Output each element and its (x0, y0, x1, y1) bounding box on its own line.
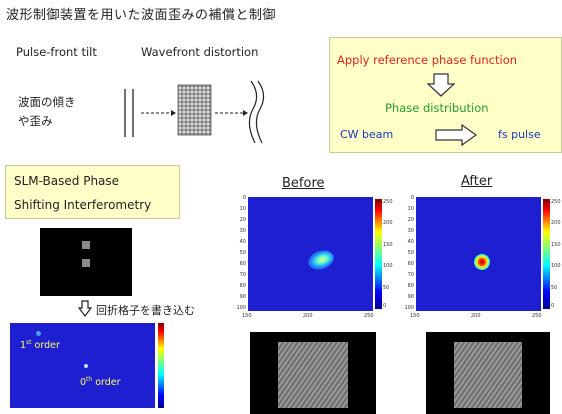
before-grating-image (250, 332, 376, 414)
distorted-wavefront-2 (255, 80, 265, 144)
after-cbar-tick: 150 (551, 242, 561, 248)
wavefront-distortion-label: Wavefront distortion (141, 45, 259, 59)
down-arrow-icon (426, 73, 456, 97)
before-plot: 0 10 20 30 40 50 60 70 80 90 100 150 200… (230, 195, 392, 325)
grating-down-arrow-icon (78, 300, 92, 317)
after-x-tick: 200 (471, 313, 481, 319)
before-y-tick: 10 (239, 206, 246, 212)
arrow-head-out (243, 110, 248, 116)
before-beam-spot (305, 247, 337, 273)
before-y-tick: 0 (242, 195, 246, 201)
after-y-tick: 90 (407, 294, 414, 300)
after-y-tick: 60 (407, 261, 414, 267)
before-y-ticks: 0 10 20 30 40 50 60 70 80 90 100 (230, 195, 246, 320)
before-cbar-tick: 50 (383, 285, 390, 291)
after-cbar-tick: 200 (551, 220, 561, 226)
after-y-tick: 80 (407, 283, 414, 289)
phase-distribution-text: Phase distribution (385, 101, 489, 115)
after-y-tick: 30 (407, 228, 414, 234)
after-x-ticks: 150 200 250 (410, 313, 542, 321)
after-plot: 0 10 20 30 40 50 60 70 80 90 100 150 200… (398, 195, 562, 325)
after-y-tick: 100 (404, 305, 414, 311)
slm-interferometry-box: SLM-Based Phase Shifting Interferometry (5, 165, 180, 219)
after-cbar-ticks: 250 200 150 100 50 0 (551, 199, 562, 309)
first-order-spot (36, 331, 41, 336)
before-heatmap (248, 197, 373, 311)
grating-note: 回折格子を書き込む (96, 304, 195, 317)
interference-map: 1st order 0th order (10, 323, 155, 408)
interference-colorbar (158, 323, 164, 408)
slm-box-line1: SLM-Based Phase (14, 174, 120, 188)
slm-box-line2: Shifting Interferometry (14, 198, 152, 212)
reference-phase-box: Apply reference phase function Phase dis… (329, 37, 562, 153)
before-cbar-tick: 200 (383, 220, 393, 226)
apply-reference-text: Apply reference phase function (337, 53, 518, 67)
zeroth-order-label: 0th order (80, 376, 121, 389)
after-cbar-tick: 250 (551, 199, 561, 205)
right-arrow-icon (435, 124, 478, 146)
after-heatmap (416, 197, 541, 311)
cw-beam-text: CW beam (340, 128, 394, 141)
after-grating-image (426, 332, 550, 414)
pulse-front-tilt-label: Pulse-front tilt (16, 45, 97, 59)
before-y-tick: 20 (239, 217, 246, 223)
after-colorbar (543, 199, 550, 309)
page-title: 波形制御装置を用いた波面歪みの補償と制御 (6, 8, 277, 23)
distorted-wavefront-1 (248, 80, 258, 144)
after-cbar-tick: 0 (551, 303, 555, 309)
before-y-tick: 60 (239, 261, 246, 267)
before-x-tick: 150 (242, 313, 252, 319)
after-y-tick: 40 (407, 239, 414, 245)
zeroth-order-spot (84, 364, 88, 368)
fs-pulse-text: fs pulse (498, 128, 541, 141)
distortion-medium (177, 84, 212, 136)
first-order-label: 1st order (20, 339, 60, 352)
after-y-tick: 70 (407, 272, 414, 278)
slm-pattern-image (40, 228, 132, 296)
after-x-tick: 250 (532, 313, 542, 319)
after-cbar-tick: 100 (551, 263, 561, 269)
after-heading: After (461, 174, 493, 189)
after-y-tick: 0 (410, 195, 414, 201)
after-y-tick: 10 (407, 206, 414, 212)
before-cbar-tick: 150 (383, 242, 393, 248)
before-cbar-tick: 100 (383, 263, 393, 269)
wavefront-diagram (124, 80, 265, 144)
slm-spot-upper (82, 241, 90, 249)
jp-tilt-label-line1: 波面の傾き (18, 95, 76, 109)
arrow-head-in (171, 110, 176, 116)
after-cbar-tick: 50 (551, 285, 558, 291)
before-y-tick: 90 (239, 294, 246, 300)
before-x-tick: 250 (364, 313, 374, 319)
before-cbar-tick: 250 (383, 199, 393, 205)
before-heading: Before (282, 176, 325, 191)
before-y-tick: 40 (239, 239, 246, 245)
after-y-tick: 50 (407, 250, 414, 256)
before-x-tick: 200 (303, 313, 313, 319)
before-y-tick: 80 (239, 283, 246, 289)
before-y-tick: 70 (239, 272, 246, 278)
slm-spot-lower (82, 259, 90, 267)
before-y-tick: 50 (239, 250, 246, 256)
before-colorbar (375, 199, 382, 309)
before-x-ticks: 150 200 250 (242, 313, 374, 321)
jp-tilt-label-line2: や歪み (18, 114, 53, 128)
after-beam-spot (474, 254, 490, 270)
before-cbar-ticks: 250 200 150 100 50 0 (383, 199, 397, 309)
after-x-tick: 150 (410, 313, 420, 319)
before-y-tick: 100 (236, 305, 246, 311)
after-y-ticks: 0 10 20 30 40 50 60 70 80 90 100 (398, 195, 414, 320)
before-cbar-tick: 0 (383, 303, 387, 309)
before-y-tick: 30 (239, 228, 246, 234)
after-y-tick: 20 (407, 217, 414, 223)
